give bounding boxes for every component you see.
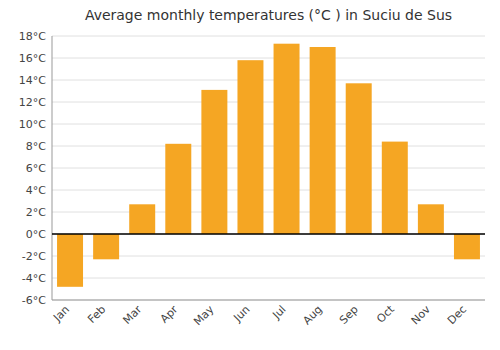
y-tick-label: 10°C xyxy=(19,118,46,131)
grid-line xyxy=(52,168,485,169)
y-tick-label: -2°C xyxy=(22,250,46,263)
y-tick-label: 2°C xyxy=(26,206,46,219)
x-tick-label: Dec xyxy=(445,303,469,327)
x-tick-label: Mar xyxy=(120,303,144,327)
x-tick-label: May xyxy=(191,303,217,329)
grid-line xyxy=(52,234,485,235)
bar xyxy=(310,47,336,234)
bar xyxy=(201,90,227,234)
zero-line xyxy=(52,233,485,235)
chart-container: Average monthly temperatures (°C ) in Su… xyxy=(0,0,500,350)
bar xyxy=(237,60,263,234)
y-tick-label: 8°C xyxy=(26,140,46,153)
chart-svg: Average monthly temperatures (°C ) in Su… xyxy=(0,0,500,350)
title: Average monthly temperatures (°C ) in Su… xyxy=(85,7,452,23)
y-tick-label: 18°C xyxy=(19,30,46,43)
x-tick-label: Sep xyxy=(337,303,361,327)
grid-line xyxy=(52,80,485,81)
bar xyxy=(418,204,444,234)
grid-line xyxy=(52,300,485,301)
bar xyxy=(274,44,300,234)
x-axis-line xyxy=(52,300,485,301)
y-tick-label: 12°C xyxy=(19,96,46,109)
grid-line xyxy=(52,58,485,59)
x-tick-label: Aug xyxy=(300,303,324,327)
y-tick-label: 6°C xyxy=(26,162,46,175)
x-tick-label: Jun xyxy=(231,303,253,325)
y-tick-label: -6°C xyxy=(22,294,46,307)
y-tick-label: 14°C xyxy=(19,74,46,87)
y-tick-label: 16°C xyxy=(19,52,46,65)
y-tick-label: 4°C xyxy=(26,184,46,197)
y-axis-line xyxy=(52,36,53,300)
x-tick-label: Oct xyxy=(374,302,397,325)
y-tick-label: -4°C xyxy=(22,272,46,285)
grid-line xyxy=(52,190,485,191)
x-tick-label: Apr xyxy=(158,303,181,326)
grid xyxy=(52,36,485,300)
x-tick-label: Jan xyxy=(50,303,72,325)
grid-line xyxy=(52,102,485,103)
x-tick-label: Jul xyxy=(269,303,288,322)
grid-line xyxy=(52,278,485,279)
grid-line xyxy=(52,36,485,37)
grid-line xyxy=(52,146,485,147)
bars xyxy=(57,44,480,287)
bar xyxy=(129,204,155,234)
y-tick-label: 0°C xyxy=(26,228,46,241)
bar xyxy=(57,234,83,287)
bar xyxy=(454,234,480,259)
bar xyxy=(165,144,191,234)
x-tick-label: Nov xyxy=(409,303,434,328)
bar xyxy=(346,83,372,234)
x-tick-label: Feb xyxy=(85,303,108,326)
bar xyxy=(382,142,408,234)
bar xyxy=(93,234,119,259)
grid-line xyxy=(52,124,485,125)
